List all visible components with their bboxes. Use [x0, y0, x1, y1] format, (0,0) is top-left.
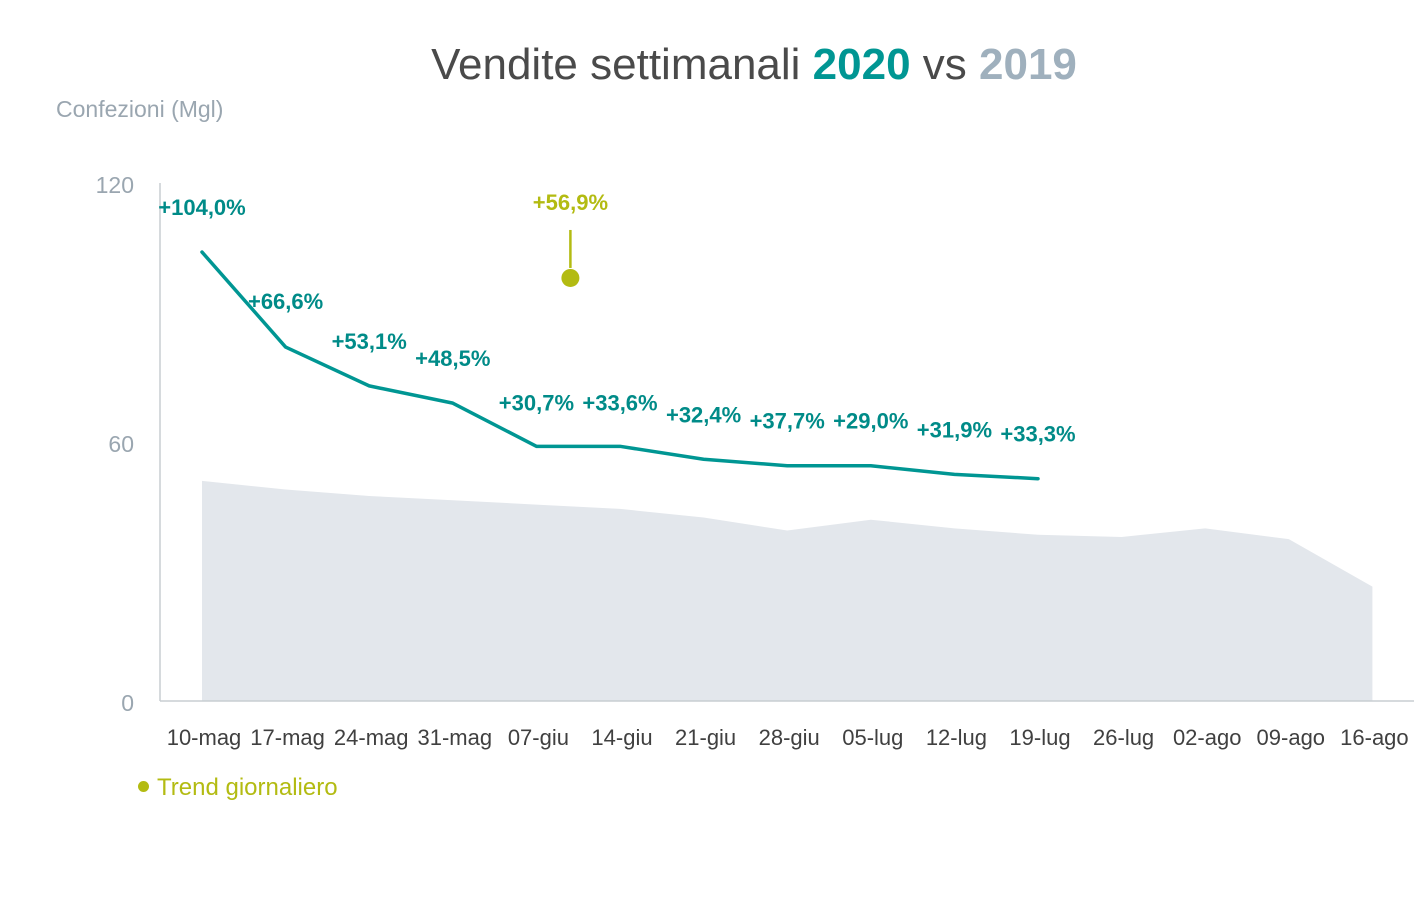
x-tick-label: 05-lug [842, 725, 903, 750]
y-tick-label: 0 [121, 690, 134, 716]
legend-dot-icon [138, 781, 149, 793]
data-label: +29,0% [833, 409, 908, 434]
title-year-2019: 2019 [979, 40, 1077, 89]
x-tick-label: 02-ago [1173, 725, 1242, 750]
x-tick-label: 16-ago [1340, 725, 1409, 750]
title-main: Vendite settimanali [431, 40, 813, 89]
data-label: +30,7% [499, 390, 574, 415]
data-label: +104,0% [158, 195, 245, 220]
series-line-2020 [200, 250, 1040, 481]
y-axis-label: Confezioni (Mgl) [56, 96, 224, 122]
x-tick-label: 14-giu [591, 725, 652, 750]
data-label: +66,6% [248, 289, 323, 314]
legend-label: Trend giornaliero [157, 774, 338, 801]
x-tick-label: 28-giu [759, 725, 820, 750]
x-tick-label: 12-lug [926, 725, 987, 750]
x-tick-label: 24-mag [334, 725, 409, 750]
y-tick-label: 120 [96, 172, 134, 198]
data-label: +32,4% [666, 402, 741, 427]
data-label: +31,9% [917, 417, 992, 442]
x-tick-label: 09-ago [1257, 725, 1326, 750]
data-label: +48,5% [415, 346, 490, 371]
legend: Trend giornaliero [138, 774, 338, 802]
x-tick-label: 10-mag [167, 725, 242, 750]
data-label: +37,7% [750, 409, 825, 434]
chart-title: Vendite settimanali 2020 vs 2019 [0, 40, 1424, 90]
x-tick-label: 07-giu [508, 725, 569, 750]
data-label: +33,3% [1000, 422, 1075, 447]
x-tick-label: 21-giu [675, 725, 736, 750]
y-tick-label: 60 [108, 431, 134, 457]
x-tick-label: 17-mag [250, 725, 325, 750]
data-label: +33,6% [582, 390, 657, 415]
x-tick-label: 31-mag [418, 725, 493, 750]
trend-marker-dot [561, 268, 580, 287]
title-vs: vs [910, 40, 979, 89]
trend-label: +56,9% [533, 190, 608, 215]
title-year-2020: 2020 [812, 40, 911, 89]
x-tick-label: 19-lug [1009, 725, 1070, 750]
data-label: +53,1% [332, 329, 407, 354]
series-area-2019 [202, 480, 1373, 701]
x-tick-label: 26-lug [1093, 725, 1154, 750]
